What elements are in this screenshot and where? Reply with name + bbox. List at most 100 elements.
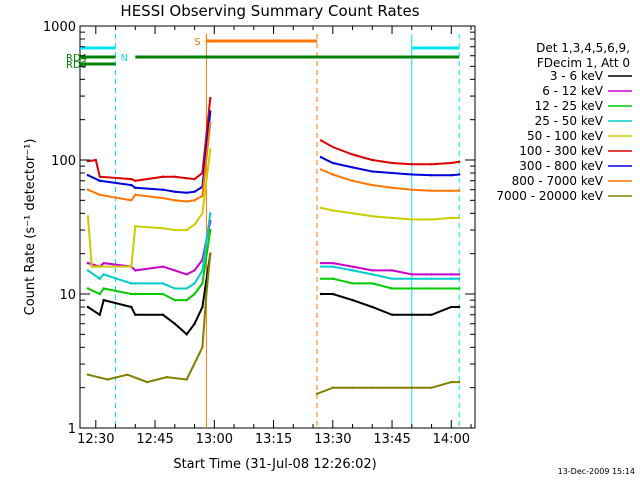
series-point — [173, 190, 176, 193]
legend-label: 3 - 6 keV — [550, 69, 604, 83]
series-point — [351, 166, 354, 169]
series-point — [185, 228, 188, 232]
status-bar-label: RD0 — [66, 60, 87, 71]
chart-title: HESSI Observing Summary Count Rates — [120, 2, 419, 20]
series-point — [161, 313, 165, 316]
series-point — [458, 277, 461, 280]
series-point — [371, 269, 374, 272]
series-point — [331, 265, 334, 268]
series-point — [193, 199, 196, 202]
series-point — [102, 273, 105, 276]
series-point — [161, 282, 165, 285]
series-point — [390, 313, 394, 316]
series-point — [193, 292, 196, 296]
series-point — [390, 161, 394, 165]
series-point — [201, 282, 204, 285]
series-point — [193, 282, 196, 285]
series-point — [430, 218, 433, 221]
x-tick-label: 13:45 — [373, 432, 410, 447]
series-point — [371, 273, 374, 276]
series-point — [98, 179, 101, 182]
series-point — [161, 175, 165, 178]
series-point — [134, 292, 137, 296]
series-point — [319, 265, 323, 268]
y-axis: 1 10 100 1000 — [43, 20, 475, 437]
series-point — [319, 261, 323, 265]
x-axis: 12:30 12:45 13:00 13:15 13:30 13:45 14:00 — [77, 26, 472, 447]
series-point — [173, 298, 176, 302]
series-line — [87, 253, 460, 395]
series-point — [193, 223, 196, 226]
series-point — [430, 277, 433, 280]
series-point — [430, 273, 433, 276]
series-point — [458, 189, 461, 192]
series-point — [410, 163, 413, 166]
series-point — [458, 173, 461, 176]
series-point — [201, 212, 204, 215]
series-line — [87, 229, 460, 302]
series-point — [102, 287, 105, 290]
series-point — [430, 313, 433, 316]
x-tick-label: 12:45 — [136, 432, 173, 447]
series-point — [134, 179, 137, 182]
legend-label: 100 - 300 keV — [519, 144, 603, 158]
series-point — [185, 200, 188, 203]
series-point — [209, 212, 212, 215]
series-point — [86, 305, 90, 309]
series-point — [161, 196, 165, 200]
series-point — [351, 179, 354, 182]
legend-label: 6 - 12 keV — [542, 84, 604, 98]
series-point — [331, 173, 334, 176]
legend-label: 12 - 25 keV — [535, 99, 604, 113]
series-point — [410, 287, 413, 290]
series-point — [185, 177, 188, 180]
series-point — [134, 225, 137, 228]
series-point — [185, 298, 188, 302]
series-point — [90, 265, 94, 268]
series-point — [94, 158, 98, 162]
series-point — [102, 261, 105, 265]
series-point — [193, 269, 196, 272]
series-point — [134, 269, 137, 272]
series-point — [351, 386, 354, 389]
series-point — [458, 216, 461, 220]
series-point — [390, 171, 394, 175]
series-point — [98, 175, 101, 178]
series-point — [98, 292, 101, 296]
series-point — [134, 282, 137, 285]
series-line — [87, 213, 460, 290]
series-point — [371, 282, 374, 285]
series-point — [371, 305, 374, 309]
series-layer — [86, 96, 461, 395]
series-point — [450, 380, 453, 384]
series-point — [410, 313, 413, 316]
x-tick-label: 13:15 — [255, 432, 292, 447]
series-point — [458, 380, 461, 384]
series-point — [430, 189, 433, 192]
series-point — [390, 277, 394, 280]
series-point — [331, 261, 334, 265]
series-point — [450, 273, 453, 276]
series-point — [331, 145, 334, 149]
series-point — [351, 298, 354, 302]
series-point — [319, 292, 323, 296]
series-point — [331, 277, 334, 280]
series-point — [193, 190, 196, 193]
series-point — [319, 155, 323, 159]
series-point — [161, 226, 165, 230]
series-point — [201, 194, 204, 198]
series-point — [390, 186, 394, 190]
series-point — [98, 265, 101, 268]
y-tick-label: 10 — [59, 288, 76, 303]
marker-label: N — [121, 53, 128, 64]
series-point — [458, 273, 461, 276]
legend-label: 800 - 7000 keV — [512, 174, 604, 188]
series-point — [209, 252, 212, 255]
series-point — [86, 269, 90, 272]
series-point — [173, 322, 176, 325]
x-tick-label: 14:00 — [433, 432, 470, 447]
series-point — [98, 277, 101, 280]
series-point — [86, 188, 90, 191]
x-tick-label: 13:30 — [314, 432, 351, 447]
